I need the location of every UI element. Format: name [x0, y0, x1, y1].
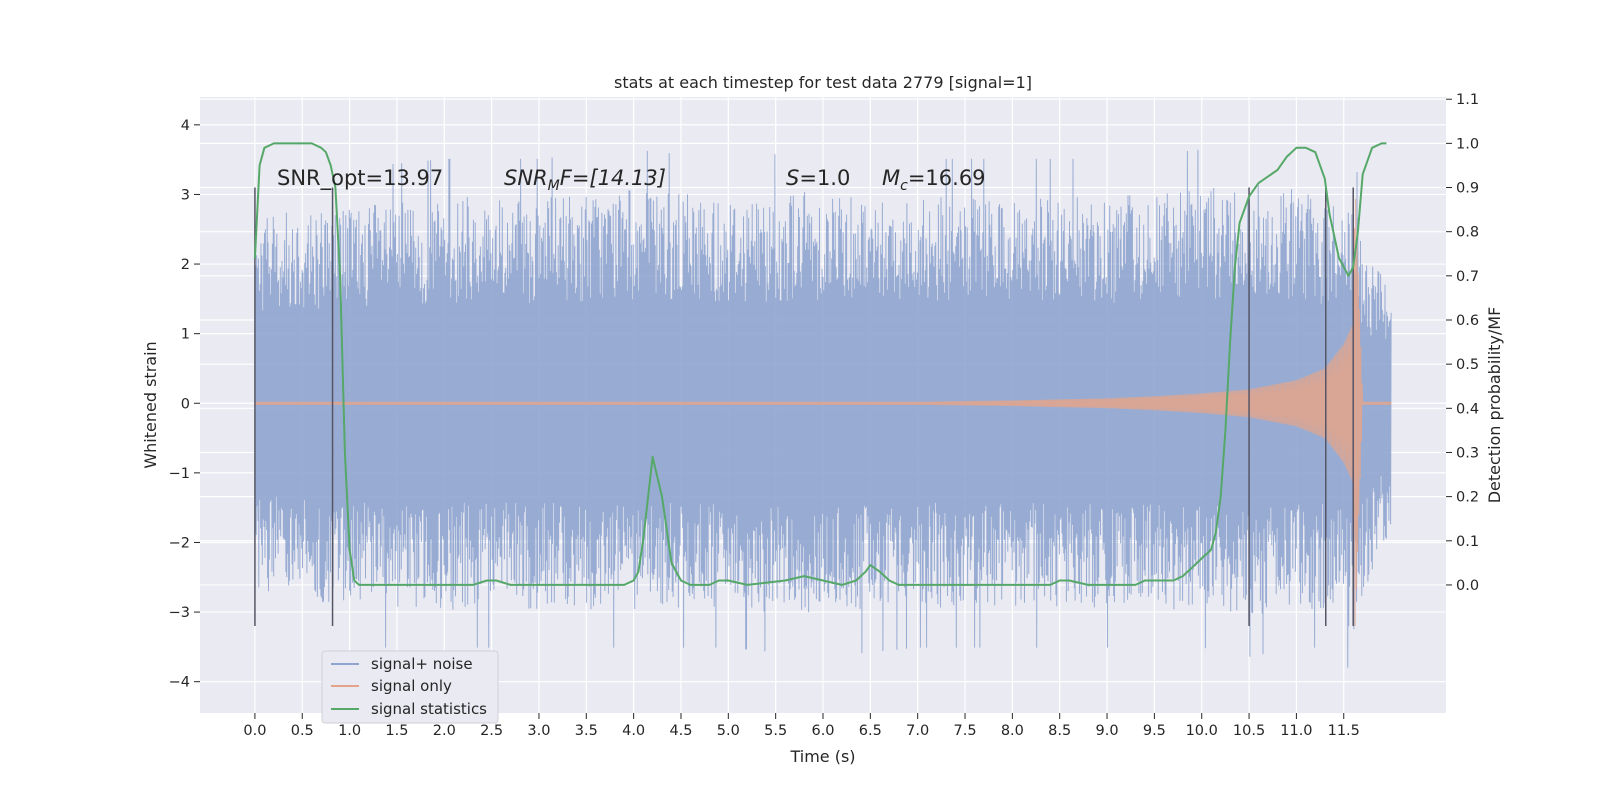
annotation-mc-value: =16.69 [908, 166, 986, 190]
x-tick-label: 1.0 [338, 723, 361, 739]
legend-box [321, 650, 499, 724]
y-tick-label: −4 [169, 675, 190, 691]
annotations: SNR_opt=13.97 SNRMF=[14.13] S=1.0 Mc=16.… [277, 166, 986, 194]
x-tick-label: 8.0 [1001, 723, 1024, 739]
x-tick-label: 6.5 [859, 723, 882, 739]
x-tick-label: 10.5 [1233, 723, 1265, 739]
signal-noise-line [254, 149, 1392, 668]
y-tick-label: 2 [181, 257, 190, 273]
x-tick-label: 4.0 [622, 723, 645, 739]
x-tick-label: 5.0 [717, 723, 740, 739]
legend-label-signal-only: signal only [371, 677, 452, 695]
x-tick-label: 7.0 [906, 723, 929, 739]
x-tick-label: 3.0 [527, 723, 550, 739]
series-signal-noise [254, 149, 1392, 668]
y2-tick-label: 0.7 [1456, 269, 1479, 285]
legend-label-signal-statistics: signal statistics [371, 700, 487, 718]
x-tick-label: 5.5 [764, 723, 787, 739]
x-tick-label: 7.5 [953, 723, 976, 739]
x-tick-label: 8.5 [1048, 723, 1071, 739]
x-tick-label: 0.5 [291, 723, 314, 739]
annotation-mc-sub: c [900, 178, 908, 194]
annotation-s: S=1.0 [786, 166, 850, 190]
annotation-snr-mf: SNRMF=[14.13] [504, 166, 666, 194]
annotation-s-base: S [786, 166, 799, 190]
y2-tick-label: 1.0 [1456, 136, 1479, 152]
annotation-snr-opt: SNR_opt=13.97 [277, 166, 443, 191]
x-tick-label: 2.5 [480, 723, 503, 739]
x-tick-label: 3.5 [575, 723, 598, 739]
x-tick-label: 9.5 [1143, 723, 1166, 739]
x-tick-label: 10.0 [1186, 723, 1218, 739]
x-tick-label: 11.0 [1280, 723, 1312, 739]
y2-tick-label: 0.0 [1456, 578, 1479, 594]
chart-title: stats at each timestep for test data 277… [614, 73, 1032, 92]
x-axis-label: Time (s) [789, 747, 855, 766]
x-tick-label: 1.5 [385, 723, 408, 739]
y2-tick-label: 0.4 [1456, 401, 1479, 417]
y-tick-label: 1 [181, 327, 190, 343]
x-tick-label: 6.0 [811, 723, 834, 739]
annotation-snr-mf-f: F=[14.13] [560, 166, 666, 190]
y-tick-label: 0 [181, 396, 190, 412]
y2-tick-label: 0.1 [1456, 534, 1479, 550]
y2-axis-label: Detection probability/MF [1485, 307, 1504, 504]
y2-axis-ticks: 0.0 0.1 0.2 0.3 0.4 0.5 0.6 0.7 0.8 0.9 1.0 1.1 [1446, 92, 1479, 594]
x-axis-ticks: 0.0 0.5 1.0 1.5 2.0 2.5 3.0 3.5 4.0 4.5 5.0 5.5 6.0 6… [243, 713, 1360, 739]
annotation-s-value: =1.0 [799, 166, 850, 190]
annotation-mc: Mc=16.69 [882, 166, 986, 194]
x-tick-label: 4.5 [669, 723, 692, 739]
x-tick-label: 9.0 [1096, 723, 1119, 739]
y2-tick-label: 0.5 [1456, 357, 1479, 373]
x-tick-label: 0.0 [243, 723, 266, 739]
series-signal-statistics [253, 142, 1387, 586]
y-axis-label: Whitened strain [141, 341, 160, 468]
y-axis-ticks: −4 −3 −2 −1 0 1 2 3 4 [169, 118, 200, 691]
x-tick-label: 2.0 [433, 723, 456, 739]
annotation-mc-base: M [882, 166, 900, 190]
signal-statistics-line [253, 142, 1387, 586]
x-tick-label: 11.5 [1328, 723, 1360, 739]
signal-only-line [254, 198, 1392, 627]
series-signal-only [254, 198, 1392, 627]
y-tick-label: −2 [169, 535, 190, 551]
y2-tick-label: 1.1 [1456, 92, 1479, 108]
legend-label-signal-noise: signal+ noise [371, 655, 473, 673]
y-tick-label: 3 [181, 187, 190, 203]
y2-tick-label: 0.3 [1456, 445, 1479, 461]
y2-tick-label: 0.9 [1456, 181, 1479, 197]
y-tick-label: −3 [169, 605, 190, 621]
y2-tick-label: 0.6 [1456, 313, 1479, 329]
legend: signal+ noise signal only signal statist… [321, 650, 499, 724]
y2-tick-label: 0.8 [1456, 225, 1479, 241]
annotation-snr-mf-sub: M [548, 178, 560, 194]
annotation-snr-mf-base: SNR [504, 166, 548, 190]
y2-tick-label: 0.2 [1456, 490, 1479, 506]
y-tick-label: 4 [181, 118, 190, 134]
y-tick-label: −1 [169, 466, 190, 482]
